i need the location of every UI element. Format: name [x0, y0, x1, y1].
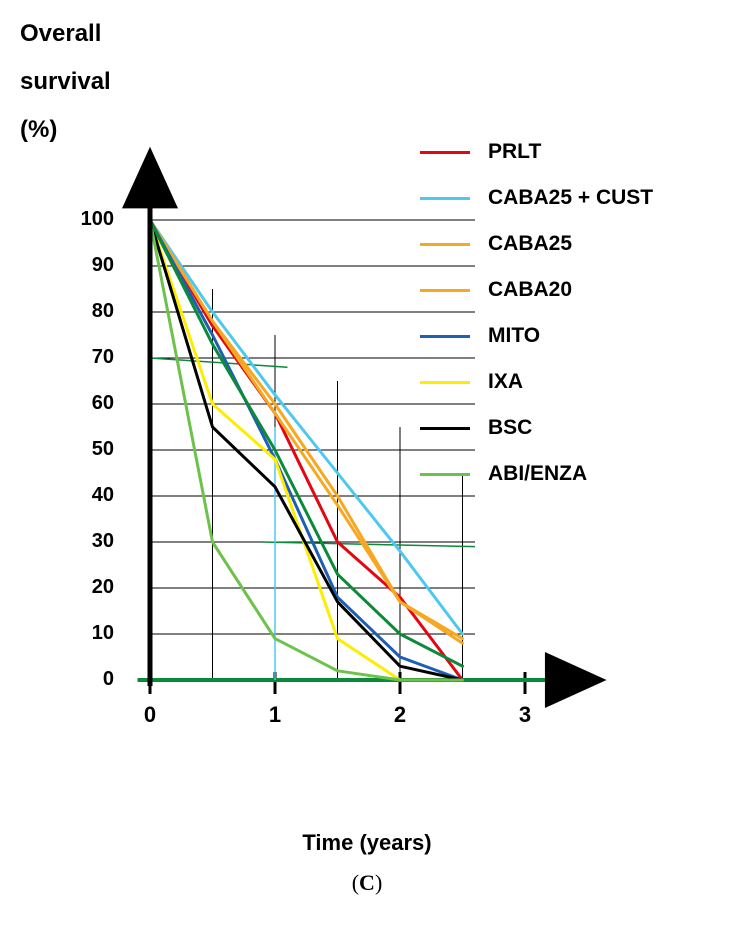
subplot-letter: C: [359, 870, 375, 895]
xtick-1: 1: [269, 702, 281, 728]
xlabel: Time (years): [0, 830, 734, 856]
ytick-20: 20: [64, 576, 114, 599]
legend-swatch: [420, 381, 470, 384]
ytick-0: 0: [64, 668, 114, 691]
ytick-40: 40: [64, 484, 114, 507]
legend: PRLT CABA25 + CUST CABA25 CABA20 MITO IXA BSC A…: [420, 140, 720, 508]
xtick-0: 0: [144, 702, 156, 728]
ytick-50: 50: [64, 438, 114, 461]
legend-item-ixa: IXA: [420, 370, 720, 394]
subplot-label: (C): [0, 870, 734, 896]
legend-item-caba25: CABA25: [420, 232, 720, 256]
ytick-60: 60: [64, 392, 114, 415]
legend-item-mito: MITO: [420, 324, 720, 348]
ytick-100: 100: [64, 208, 114, 231]
legend-label: CABA25 + CUST: [488, 186, 653, 210]
ytick-70: 70: [64, 346, 114, 369]
legend-swatch: [420, 243, 470, 246]
legend-swatch: [420, 335, 470, 338]
legend-swatch: [420, 473, 470, 476]
legend-swatch: [420, 427, 470, 430]
legend-item-abi-enza: ABI/ENZA: [420, 462, 720, 486]
legend-label: CABA20: [488, 278, 572, 302]
ytick-10: 10: [64, 622, 114, 645]
ylabel-line-2: survival: [20, 68, 111, 96]
legend-label: CABA25: [488, 232, 572, 256]
legend-label: IXA: [488, 370, 523, 394]
legend-label: MITO: [488, 324, 540, 348]
legend-item-caba20: CABA20: [420, 278, 720, 302]
ytick-90: 90: [64, 254, 114, 277]
legend-item-caba25-cust: CABA25 + CUST: [420, 186, 720, 210]
ylabel-line-1: Overall: [20, 20, 101, 48]
ylabel-line-3: (%): [20, 116, 57, 144]
legend-swatch: [420, 197, 470, 200]
ytick-30: 30: [64, 530, 114, 553]
legend-item-bsc: BSC: [420, 416, 720, 440]
legend-item-prlt: PRLT: [420, 140, 720, 164]
legend-label: ABI/ENZA: [488, 462, 587, 486]
legend-swatch: [420, 151, 470, 154]
xtick-2: 2: [394, 702, 406, 728]
legend-label: BSC: [488, 416, 532, 440]
ytick-80: 80: [64, 300, 114, 323]
legend-label: PRLT: [488, 140, 541, 164]
xtick-3: 3: [519, 702, 531, 728]
legend-swatch: [420, 289, 470, 292]
